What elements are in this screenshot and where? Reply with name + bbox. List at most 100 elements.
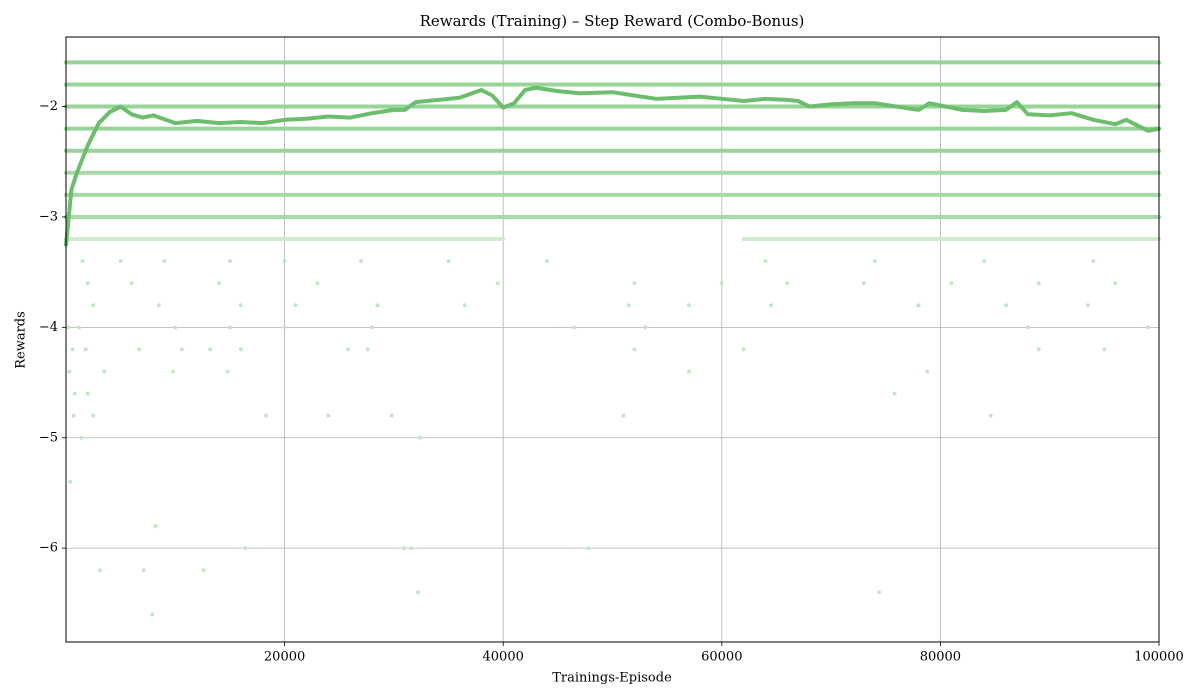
scatter-point [632, 347, 637, 352]
scatter-point [982, 259, 987, 264]
scatter-point [227, 259, 232, 264]
scatter-point [77, 325, 82, 330]
scatter-point [375, 303, 380, 308]
scatter-point [72, 391, 77, 396]
scatter-point [1146, 325, 1151, 330]
axes-layer: 20000 40000 60000 80000 100000 −6 −5 −4 −3 −2 [39, 99, 1184, 664]
scatter-point [91, 413, 96, 418]
x-tick-label: 80000 [920, 650, 961, 665]
scatter-point [293, 303, 298, 308]
scatter-point [217, 281, 222, 286]
scatter-point [418, 435, 423, 440]
scatter-point [238, 347, 243, 352]
scatter-point [282, 259, 287, 264]
scatter-point [687, 303, 692, 308]
scatter-point [102, 369, 107, 374]
plot-frame [65, 36, 1160, 643]
scatter-point [315, 281, 320, 286]
chart-title: Rewards (Training) – Step Reward (Combo-… [420, 12, 805, 30]
scatter-point [201, 568, 206, 573]
scatter-point [785, 281, 790, 286]
x-axis-label: Trainings-Episode [552, 671, 672, 686]
scatter-point [988, 413, 993, 418]
scatter-point [415, 590, 420, 595]
y-tick-label: −3 [39, 209, 58, 224]
x-tick-label: 20000 [264, 650, 305, 665]
scatter-point [763, 259, 768, 264]
scatter-point [586, 546, 591, 551]
scatter-point [326, 413, 331, 418]
scatter-point [345, 347, 350, 352]
scatter-point [389, 413, 394, 418]
scatter-point [208, 347, 213, 352]
scatter-point [916, 303, 921, 308]
scatter-point [282, 325, 287, 330]
scatter-point [137, 347, 142, 352]
scatter-point [359, 259, 364, 264]
scatter-point [409, 546, 414, 551]
scatter-point [768, 303, 773, 308]
scatter-point [370, 325, 375, 330]
scatter-point [156, 303, 161, 308]
scatter-point [141, 568, 146, 573]
scatter-point [365, 347, 370, 352]
scatter-point [1025, 325, 1030, 330]
scatter-point [872, 259, 877, 264]
scatter-point [626, 303, 631, 308]
scatter-point [68, 479, 73, 484]
scatter-point [621, 413, 626, 418]
scatter-point [719, 281, 724, 286]
scatter-point [70, 347, 75, 352]
scatter-point [1003, 303, 1008, 308]
scatter-point [85, 281, 90, 286]
scatter-point [401, 546, 406, 551]
scatter-point [225, 369, 230, 374]
scatter-point [572, 325, 577, 330]
scatter-point [173, 325, 178, 330]
scatter-point [544, 259, 549, 264]
scatter-point [227, 325, 232, 330]
scatter-point [66, 325, 71, 330]
scatter-point [1102, 347, 1107, 352]
scatter-point [1036, 281, 1041, 286]
scatter-point [741, 347, 746, 352]
scatter-point [643, 325, 648, 330]
scatter-point [632, 281, 637, 286]
scatter-point [79, 435, 84, 440]
x-tick-label: 40000 [483, 650, 524, 665]
y-tick-label: −4 [39, 320, 58, 335]
scatter-point [687, 369, 692, 374]
scatter-point [97, 568, 102, 573]
scatter-point [877, 590, 882, 595]
scatter-point [171, 369, 176, 374]
y-tick-label: −5 [39, 430, 58, 445]
scatter-point [1036, 347, 1041, 352]
scatter-point [85, 391, 90, 396]
scatter-point [243, 546, 248, 551]
scatter-point [118, 259, 123, 264]
scatter-point [925, 369, 930, 374]
scatter-point [892, 391, 897, 396]
scatter-point [264, 413, 269, 418]
scatter-point [67, 369, 72, 374]
scatter-point [71, 413, 76, 418]
scatter-point [861, 281, 866, 286]
scatter-point [495, 281, 500, 286]
scatter-point [1113, 281, 1118, 286]
plot-layer [64, 60, 1161, 617]
scatter-point [1085, 303, 1090, 308]
scatter-point [462, 303, 467, 308]
scatter-point [80, 259, 85, 264]
scatter-point [446, 259, 451, 264]
scatter-point [91, 303, 96, 308]
y-axis-label: Rewards [14, 311, 29, 369]
line [64, 85, 1161, 247]
scatter-point [153, 524, 158, 529]
scatter-point [162, 259, 167, 264]
x-tick-label: 100000 [1134, 650, 1184, 665]
x-tick-label: 60000 [701, 650, 742, 665]
scatter-point [83, 347, 88, 352]
